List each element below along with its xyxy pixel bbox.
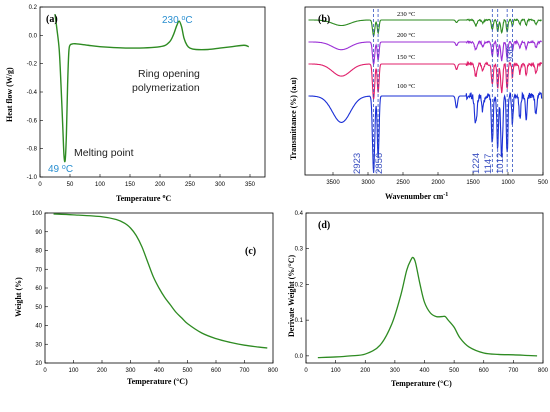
panel-b-ylabel: Transmittance (%) (a.u): [289, 77, 298, 160]
y-tick-label: 70: [35, 267, 42, 273]
panel-d-frame: [305, 212, 544, 364]
y-tick-label: 60: [35, 286, 42, 292]
peak-label-936: 936: [505, 46, 516, 62]
x-tick-label: 700: [239, 368, 250, 374]
x-tick-label: 100: [95, 182, 106, 188]
panel-c-label: (c): [245, 246, 256, 257]
x-tick-label: 200: [155, 182, 166, 188]
panel-b: 3500 3000 2500 2000 1500 1000 500 (b) 230 °C 2…: [289, 6, 549, 201]
x-tick-label: 0: [38, 182, 42, 188]
ftir-label-230c: 230 °C: [397, 11, 415, 18]
x-tick-label: 500: [182, 368, 193, 374]
x-tick-label: 300: [215, 182, 226, 188]
x-tick-label: 2500: [396, 180, 410, 186]
ftir-100c-spectrum: [308, 91, 543, 173]
y-tick-label: 0.2: [29, 5, 38, 11]
panel-c: 0 100 200 300 400 500 600 700 800 20 30 40 50 60 70 80…: [14, 211, 279, 386]
annotation-poly-temp: 230 oC: [162, 15, 193, 27]
x-tick-label: 2000: [431, 180, 445, 186]
annotation-polymerization: polymerization: [132, 82, 200, 94]
peak-label-1012: 1012: [495, 153, 506, 174]
x-tick-label: 700: [508, 368, 519, 374]
ftir-label-150c: 150 °C: [397, 54, 415, 61]
y-tick-label: -0.8: [27, 147, 38, 153]
ftir-200c-spectrum: [308, 39, 542, 65]
x-tick-label: 0: [304, 368, 308, 374]
x-tick-label: 600: [211, 368, 222, 374]
panel-a-xlabel: Temperature oC: [116, 194, 171, 203]
panel-c-ylabel: Weight (%): [14, 277, 23, 317]
x-tick-label: 200: [360, 368, 371, 374]
panel-a-ylabel: Heat flow (W/g): [5, 67, 14, 122]
panel-d-xlabel: Temperature (°C): [391, 379, 452, 388]
panel-c-tga-curve: [53, 213, 268, 349]
y-tick-label: 0.3: [295, 247, 304, 253]
x-tick-label: 400: [154, 368, 165, 374]
panel-a: 0 50 100 150 200 250 300 350 -1.0 -0.8 -0.6 -0.4 -0…: [5, 5, 266, 203]
panel-b-xlabel: Wavenumber cm-1: [385, 192, 448, 201]
annotation-melt-temp: 49 oC: [48, 164, 73, 176]
x-tick-label: 3000: [361, 180, 375, 186]
peak-label-1147: 1147: [483, 154, 494, 174]
y-tick-label: 0.2: [295, 282, 304, 288]
panel-d-dtg-curve: [317, 256, 538, 359]
ftir-label-200c: 200 °C: [397, 32, 415, 39]
x-tick-label: 150: [125, 182, 136, 188]
ftir-230c-spectrum: [308, 18, 542, 38]
y-tick-label: 0.4: [295, 211, 304, 217]
panel-b-frame: [304, 6, 544, 176]
y-tick-label: 90: [35, 230, 42, 236]
x-tick-label: 100: [331, 368, 342, 374]
x-tick-label: 0: [43, 368, 47, 374]
x-tick-label: 350: [245, 182, 256, 188]
panel-d: 0 100 200 300 400 500 600 700 800 0.0 0.1 0.2 0.3 0.…: [287, 211, 549, 388]
x-tick-label: 800: [538, 368, 549, 374]
ftir-label-100c: 100 °C: [397, 83, 415, 90]
y-tick-label: 30: [35, 342, 42, 348]
y-tick-label: -0.4: [27, 90, 38, 96]
x-tick-label: 250: [185, 182, 196, 188]
x-tick-label: 200: [97, 368, 108, 374]
x-tick-label: 3500: [326, 180, 340, 186]
x-tick-label: 400: [419, 368, 430, 374]
y-tick-label: -0.2: [27, 62, 38, 68]
y-tick-label: 100: [32, 211, 43, 217]
x-tick-label: 800: [268, 368, 279, 374]
y-tick-label: 20: [35, 361, 42, 367]
panel-a-label: (a): [46, 14, 58, 25]
panel-d-label: (d): [318, 220, 330, 231]
y-tick-label: 0.0: [295, 354, 304, 360]
peak-label-2856: 2856: [374, 153, 385, 174]
panel-a-dsc-curve: [54, 13, 250, 163]
y-tick-label: 80: [35, 249, 42, 255]
x-tick-label: 500: [538, 180, 549, 186]
annotation-ring-opening: Ring opening: [138, 68, 200, 80]
panel-c-xlabel: Temperature (°C): [127, 377, 188, 386]
y-tick-label: -1.0: [27, 175, 38, 181]
panel-b-label: (b): [318, 14, 330, 25]
x-tick-label: 50: [67, 182, 74, 188]
y-tick-label: 0.1: [295, 318, 304, 324]
y-tick-label: 50: [35, 305, 42, 311]
x-tick-label: 500: [449, 368, 460, 374]
annotation-melting-point: Melting point: [74, 147, 134, 159]
ftir-150c-spectrum: [308, 60, 543, 100]
y-tick-label: -0.6: [27, 118, 38, 124]
x-tick-label: 600: [479, 368, 490, 374]
panel-d-ylabel: Derivate Weight (%/°C): [287, 255, 296, 337]
x-tick-label: 300: [390, 368, 401, 374]
y-tick-label: 40: [35, 324, 42, 330]
peak-label-2923: 2923: [352, 153, 363, 174]
peak-label-1224: 1224: [471, 153, 482, 174]
x-tick-label: 1500: [466, 180, 480, 186]
y-tick-label: 0.0: [29, 33, 38, 39]
x-tick-label: 100: [68, 368, 79, 374]
x-tick-label: 1000: [501, 180, 515, 186]
x-tick-label: 300: [125, 368, 136, 374]
